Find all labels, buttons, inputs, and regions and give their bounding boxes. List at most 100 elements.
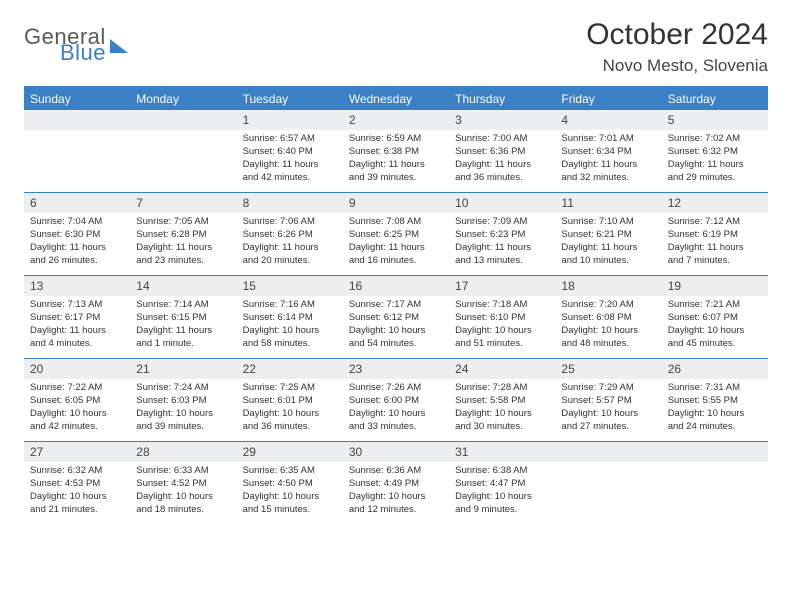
daylight-text: Daylight: 10 hours and 12 minutes.: [349, 491, 443, 517]
daylight-text: Daylight: 10 hours and 39 minutes.: [136, 408, 230, 434]
daylight-text: Daylight: 10 hours and 42 minutes.: [30, 408, 124, 434]
day-cell: 11Sunrise: 7:10 AMSunset: 6:21 PMDayligh…: [555, 193, 661, 275]
daylight-text: Daylight: 11 hours and 42 minutes.: [243, 159, 337, 185]
day-body: Sunrise: 7:04 AMSunset: 6:30 PMDaylight:…: [24, 213, 130, 273]
day-number: 20: [24, 359, 130, 379]
daylight-text: Daylight: 10 hours and 27 minutes.: [561, 408, 655, 434]
day-cell: 15Sunrise: 7:16 AMSunset: 6:14 PMDayligh…: [237, 276, 343, 358]
sunrise-text: Sunrise: 7:02 AM: [668, 133, 762, 146]
day-cell: 9Sunrise: 7:08 AMSunset: 6:25 PMDaylight…: [343, 193, 449, 275]
day-cell: 22Sunrise: 7:25 AMSunset: 6:01 PMDayligh…: [237, 359, 343, 441]
daylight-text: Daylight: 11 hours and 23 minutes.: [136, 242, 230, 268]
dow-thursday: Thursday: [449, 88, 555, 110]
day-number: 29: [237, 442, 343, 462]
day-body: [555, 462, 661, 471]
day-cell: 7Sunrise: 7:05 AMSunset: 6:28 PMDaylight…: [130, 193, 236, 275]
day-number: 23: [343, 359, 449, 379]
day-cell: 1Sunrise: 6:57 AMSunset: 6:40 PMDaylight…: [237, 110, 343, 192]
sunset-text: Sunset: 6:00 PM: [349, 395, 443, 408]
location: Novo Mesto, Slovenia: [586, 56, 768, 76]
day-number: 7: [130, 193, 236, 213]
day-number: 17: [449, 276, 555, 296]
day-cell: 4Sunrise: 7:01 AMSunset: 6:34 PMDaylight…: [555, 110, 661, 192]
daylight-text: Daylight: 10 hours and 9 minutes.: [455, 491, 549, 517]
sunrise-text: Sunrise: 6:38 AM: [455, 465, 549, 478]
day-cell: 18Sunrise: 7:20 AMSunset: 6:08 PMDayligh…: [555, 276, 661, 358]
day-number: 6: [24, 193, 130, 213]
day-number: 31: [449, 442, 555, 462]
daylight-text: Daylight: 11 hours and 39 minutes.: [349, 159, 443, 185]
sunset-text: Sunset: 4:49 PM: [349, 478, 443, 491]
day-number: 25: [555, 359, 661, 379]
daylight-text: Daylight: 10 hours and 51 minutes.: [455, 325, 549, 351]
sunrise-text: Sunrise: 7:12 AM: [668, 216, 762, 229]
day-body: Sunrise: 7:16 AMSunset: 6:14 PMDaylight:…: [237, 296, 343, 356]
sunset-text: Sunset: 4:52 PM: [136, 478, 230, 491]
sunset-text: Sunset: 5:57 PM: [561, 395, 655, 408]
daylight-text: Daylight: 11 hours and 16 minutes.: [349, 242, 443, 268]
sunset-text: Sunset: 6:17 PM: [30, 312, 124, 325]
day-body: Sunrise: 7:25 AMSunset: 6:01 PMDaylight:…: [237, 379, 343, 439]
sunset-text: Sunset: 6:34 PM: [561, 146, 655, 159]
sunrise-text: Sunrise: 7:20 AM: [561, 299, 655, 312]
sunset-text: Sunset: 6:03 PM: [136, 395, 230, 408]
day-cell: 21Sunrise: 7:24 AMSunset: 6:03 PMDayligh…: [130, 359, 236, 441]
dow-saturday: Saturday: [662, 88, 768, 110]
day-body: Sunrise: 6:35 AMSunset: 4:50 PMDaylight:…: [237, 462, 343, 522]
day-number: [555, 442, 661, 462]
sunrise-text: Sunrise: 6:36 AM: [349, 465, 443, 478]
title-block: October 2024 Novo Mesto, Slovenia: [586, 18, 768, 76]
daylight-text: Daylight: 10 hours and 33 minutes.: [349, 408, 443, 434]
day-cell: [130, 110, 236, 192]
day-number: 15: [237, 276, 343, 296]
day-cell: 16Sunrise: 7:17 AMSunset: 6:12 PMDayligh…: [343, 276, 449, 358]
sunset-text: Sunset: 6:05 PM: [30, 395, 124, 408]
sunrise-text: Sunrise: 7:04 AM: [30, 216, 124, 229]
sunrise-text: Sunrise: 7:25 AM: [243, 382, 337, 395]
sunset-text: Sunset: 6:36 PM: [455, 146, 549, 159]
dow-wednesday: Wednesday: [343, 88, 449, 110]
sunrise-text: Sunrise: 6:35 AM: [243, 465, 337, 478]
day-number: 11: [555, 193, 661, 213]
day-cell: 31Sunrise: 6:38 AMSunset: 4:47 PMDayligh…: [449, 442, 555, 524]
sunrise-text: Sunrise: 7:13 AM: [30, 299, 124, 312]
sunrise-text: Sunrise: 7:01 AM: [561, 133, 655, 146]
day-body: Sunrise: 7:20 AMSunset: 6:08 PMDaylight:…: [555, 296, 661, 356]
day-body: Sunrise: 7:08 AMSunset: 6:25 PMDaylight:…: [343, 213, 449, 273]
day-body: Sunrise: 7:28 AMSunset: 5:58 PMDaylight:…: [449, 379, 555, 439]
day-number: 2: [343, 110, 449, 130]
sunrise-text: Sunrise: 7:29 AM: [561, 382, 655, 395]
day-number: 16: [343, 276, 449, 296]
sunrise-text: Sunrise: 6:32 AM: [30, 465, 124, 478]
day-body: [24, 130, 130, 139]
day-number: 8: [237, 193, 343, 213]
daylight-text: Daylight: 10 hours and 18 minutes.: [136, 491, 230, 517]
day-cell: 29Sunrise: 6:35 AMSunset: 4:50 PMDayligh…: [237, 442, 343, 524]
sunset-text: Sunset: 6:14 PM: [243, 312, 337, 325]
sunset-text: Sunset: 6:01 PM: [243, 395, 337, 408]
day-body: Sunrise: 7:18 AMSunset: 6:10 PMDaylight:…: [449, 296, 555, 356]
brand-text: General Blue: [24, 26, 106, 64]
week-row: 13Sunrise: 7:13 AMSunset: 6:17 PMDayligh…: [24, 275, 768, 358]
day-cell: 2Sunrise: 6:59 AMSunset: 6:38 PMDaylight…: [343, 110, 449, 192]
week-row: 20Sunrise: 7:22 AMSunset: 6:05 PMDayligh…: [24, 358, 768, 441]
day-body: Sunrise: 6:38 AMSunset: 4:47 PMDaylight:…: [449, 462, 555, 522]
day-body: Sunrise: 6:59 AMSunset: 6:38 PMDaylight:…: [343, 130, 449, 190]
sunset-text: Sunset: 6:38 PM: [349, 146, 443, 159]
day-cell: 24Sunrise: 7:28 AMSunset: 5:58 PMDayligh…: [449, 359, 555, 441]
dow-tuesday: Tuesday: [237, 88, 343, 110]
sunset-text: Sunset: 6:21 PM: [561, 229, 655, 242]
day-cell: 26Sunrise: 7:31 AMSunset: 5:55 PMDayligh…: [662, 359, 768, 441]
day-number: 4: [555, 110, 661, 130]
sunset-text: Sunset: 4:47 PM: [455, 478, 549, 491]
dow-monday: Monday: [130, 88, 236, 110]
day-cell: [662, 442, 768, 524]
weeks-container: 1Sunrise: 6:57 AMSunset: 6:40 PMDaylight…: [24, 110, 768, 524]
day-cell: [24, 110, 130, 192]
daylight-text: Daylight: 10 hours and 21 minutes.: [30, 491, 124, 517]
day-body: Sunrise: 7:02 AMSunset: 6:32 PMDaylight:…: [662, 130, 768, 190]
sunset-text: Sunset: 6:25 PM: [349, 229, 443, 242]
day-body: Sunrise: 6:36 AMSunset: 4:49 PMDaylight:…: [343, 462, 449, 522]
sunrise-text: Sunrise: 7:22 AM: [30, 382, 124, 395]
day-cell: 20 Sunrise: 7:22 AMSunset: 6:05 PMDayligh…: [24, 359, 130, 441]
